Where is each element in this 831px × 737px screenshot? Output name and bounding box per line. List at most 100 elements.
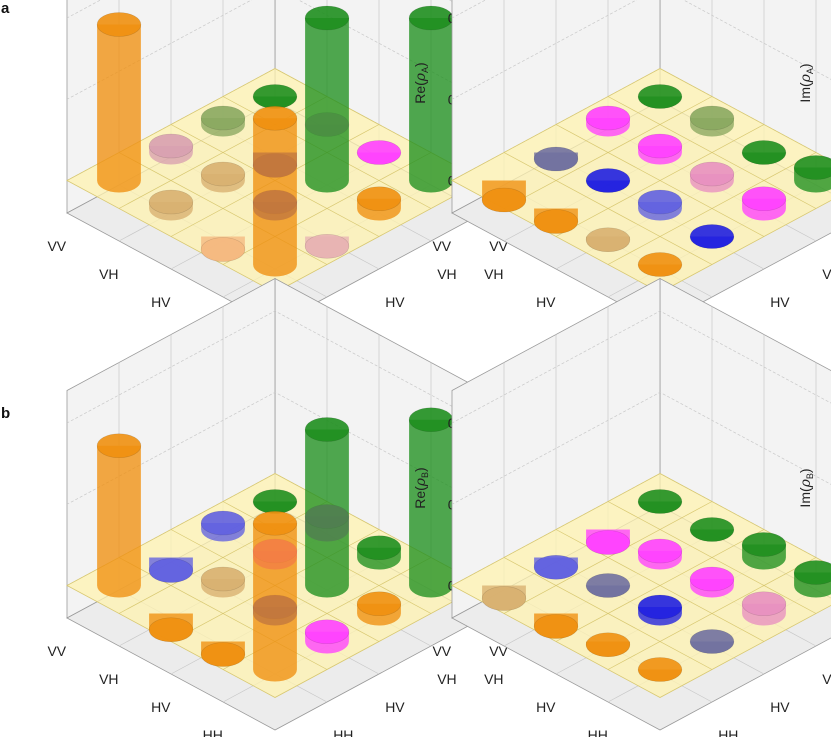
- bar-HH-HV: [304, 619, 350, 654]
- z-axis-label: Re(ρB): [412, 467, 430, 508]
- bar-cap: [637, 594, 683, 620]
- col-tick-label: HV: [770, 699, 790, 715]
- bar-VV-VV: [637, 489, 683, 514]
- bar-cap: [533, 554, 579, 580]
- zero-plane-line: [607, 96, 817, 209]
- bar-VV-VH: [585, 105, 631, 137]
- z-label-symbol: ρ: [413, 72, 429, 82]
- zero-plane-line: [607, 501, 817, 614]
- z-label-suffix: ): [412, 62, 428, 67]
- bar-VV-HH: [481, 180, 527, 213]
- bar-VH-HV: [585, 168, 631, 193]
- z-label-suffix: ): [797, 63, 813, 68]
- bar-HH-HH: [637, 657, 683, 682]
- grid-line: [66, 391, 484, 505]
- col-tick-label: VH: [437, 266, 456, 282]
- bar-cap: [252, 489, 298, 514]
- bar-cap: [637, 657, 683, 682]
- bar-cap: [793, 155, 831, 180]
- row-tick-label: VV: [47, 238, 66, 254]
- bar-VH-HH: [533, 208, 579, 234]
- bar-cap: [356, 186, 402, 212]
- bar-cap: [637, 489, 683, 514]
- bar-cap: [252, 510, 298, 536]
- bar-cap: [741, 140, 787, 165]
- row-tick-label: VV: [432, 238, 451, 254]
- bar-HH-HV: [689, 224, 735, 249]
- panel-label-a: a: [1, 0, 10, 17]
- bar-cap: [637, 84, 683, 109]
- bar-cap: [585, 227, 631, 253]
- row-tick-label: HH: [588, 727, 608, 737]
- bar-VV-HH: [96, 433, 142, 598]
- row-tick-label: VH: [484, 266, 503, 282]
- bar-HV-VH: [304, 5, 350, 193]
- col-tick-label: HH: [333, 727, 353, 737]
- bar-cap: [408, 407, 454, 433]
- grid-line: [451, 310, 831, 424]
- bar-cap: [200, 642, 246, 667]
- zero-plane-line: [555, 124, 765, 237]
- col-tick-label: HV: [385, 699, 405, 715]
- col-tick-label: VV: [489, 643, 508, 659]
- z-label-suffix: ): [412, 467, 428, 472]
- row-tick-label: VV: [47, 643, 66, 659]
- bar-cap: [741, 591, 787, 617]
- z-axis-label: Re(ρA): [412, 62, 430, 103]
- bar-VV-VH: [200, 105, 246, 137]
- zero-plane: [451, 473, 831, 698]
- z-label-prefix: Im(: [797, 487, 813, 508]
- bar-VV-HV: [148, 557, 194, 583]
- bar-cap: [200, 510, 246, 536]
- bar-cap: [585, 530, 631, 555]
- bar-body: [97, 445, 141, 598]
- bar-body: [409, 419, 453, 598]
- bar-VV-HH: [96, 12, 142, 193]
- bar-HV-VV: [356, 140, 402, 165]
- bar-cap: [200, 237, 246, 262]
- bar-cap: [689, 224, 735, 249]
- bar-cap: [689, 566, 735, 592]
- col-tick-label: HV: [770, 294, 790, 310]
- bars: [96, 407, 454, 682]
- bar-HH-HV: [304, 233, 350, 259]
- row-tick-label: VV: [432, 643, 451, 659]
- bar-cap: [252, 84, 298, 109]
- bar-HH-VH: [741, 186, 787, 221]
- bar-HH-VH: [356, 591, 402, 626]
- bar-HV-VV: [741, 532, 787, 570]
- z-label-subscript: A: [805, 68, 815, 74]
- z-label-subscript: A: [420, 67, 430, 73]
- bar-cap: [637, 133, 683, 159]
- bar-cap: [793, 560, 831, 585]
- bar-HH-VV: [793, 155, 831, 193]
- row-tick-label: HV: [151, 294, 171, 310]
- bar-body: [253, 523, 297, 682]
- bar-VV-HH: [481, 585, 527, 611]
- row-tick-label: HV: [536, 294, 556, 310]
- bar-cap: [741, 186, 787, 212]
- bar-cap: [148, 558, 194, 583]
- bar-cap: [637, 189, 683, 215]
- col-tick-label: VH: [822, 671, 831, 687]
- bar-cap: [741, 532, 787, 557]
- z-axis-label: Im(ρB): [797, 468, 815, 507]
- bar-body: [409, 18, 453, 193]
- bar-HH-HH: [252, 105, 298, 277]
- bar-cap: [585, 105, 631, 131]
- panel-label-b: b: [1, 405, 10, 422]
- bar-cap: [637, 252, 683, 277]
- z-label-suffix: ): [797, 468, 813, 473]
- bar-cap: [533, 614, 579, 639]
- bar-HH-HH: [637, 252, 683, 277]
- z-label-symbol: ρ: [413, 477, 429, 487]
- bar-VV-VV: [252, 489, 298, 514]
- bar-cap: [481, 187, 527, 213]
- grid-line: [66, 310, 484, 424]
- col-tick-label: VH: [437, 671, 456, 687]
- bar-cap: [200, 566, 246, 592]
- bar-body: [253, 118, 297, 277]
- bar-HV-HV: [637, 189, 683, 221]
